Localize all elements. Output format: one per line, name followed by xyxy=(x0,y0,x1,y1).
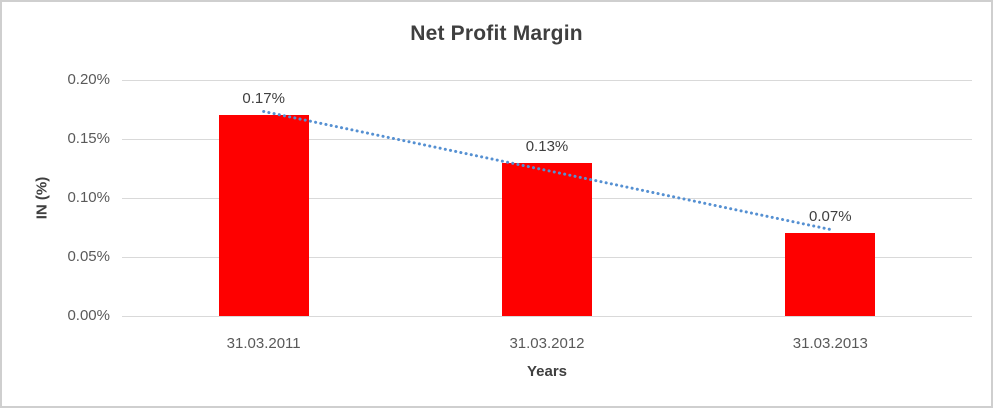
gridline xyxy=(122,80,972,81)
x-tick-label: 31.03.2011 xyxy=(226,335,301,352)
y-tick-label: 0.15% xyxy=(67,130,110,147)
bar xyxy=(785,233,876,316)
bar-value-label: 0.17% xyxy=(242,90,285,108)
bar-value-label: 0.07% xyxy=(809,208,852,226)
x-tick-label: 31.03.2012 xyxy=(509,335,585,352)
chart-title: Net Profit Margin xyxy=(410,22,583,45)
y-tick-label: 0.20% xyxy=(67,71,110,88)
y-tick-label: 0.00% xyxy=(67,307,110,324)
bar-value-label: 0.13% xyxy=(525,137,569,155)
bar xyxy=(502,162,592,316)
x-tick-label: 31.03.2013 xyxy=(792,335,868,352)
y-tick-label: 0.10% xyxy=(67,189,110,206)
gridline xyxy=(122,316,972,317)
x-axis-title: Years xyxy=(526,363,568,380)
y-tick-label: 0.05% xyxy=(67,248,110,265)
bar xyxy=(218,115,309,316)
